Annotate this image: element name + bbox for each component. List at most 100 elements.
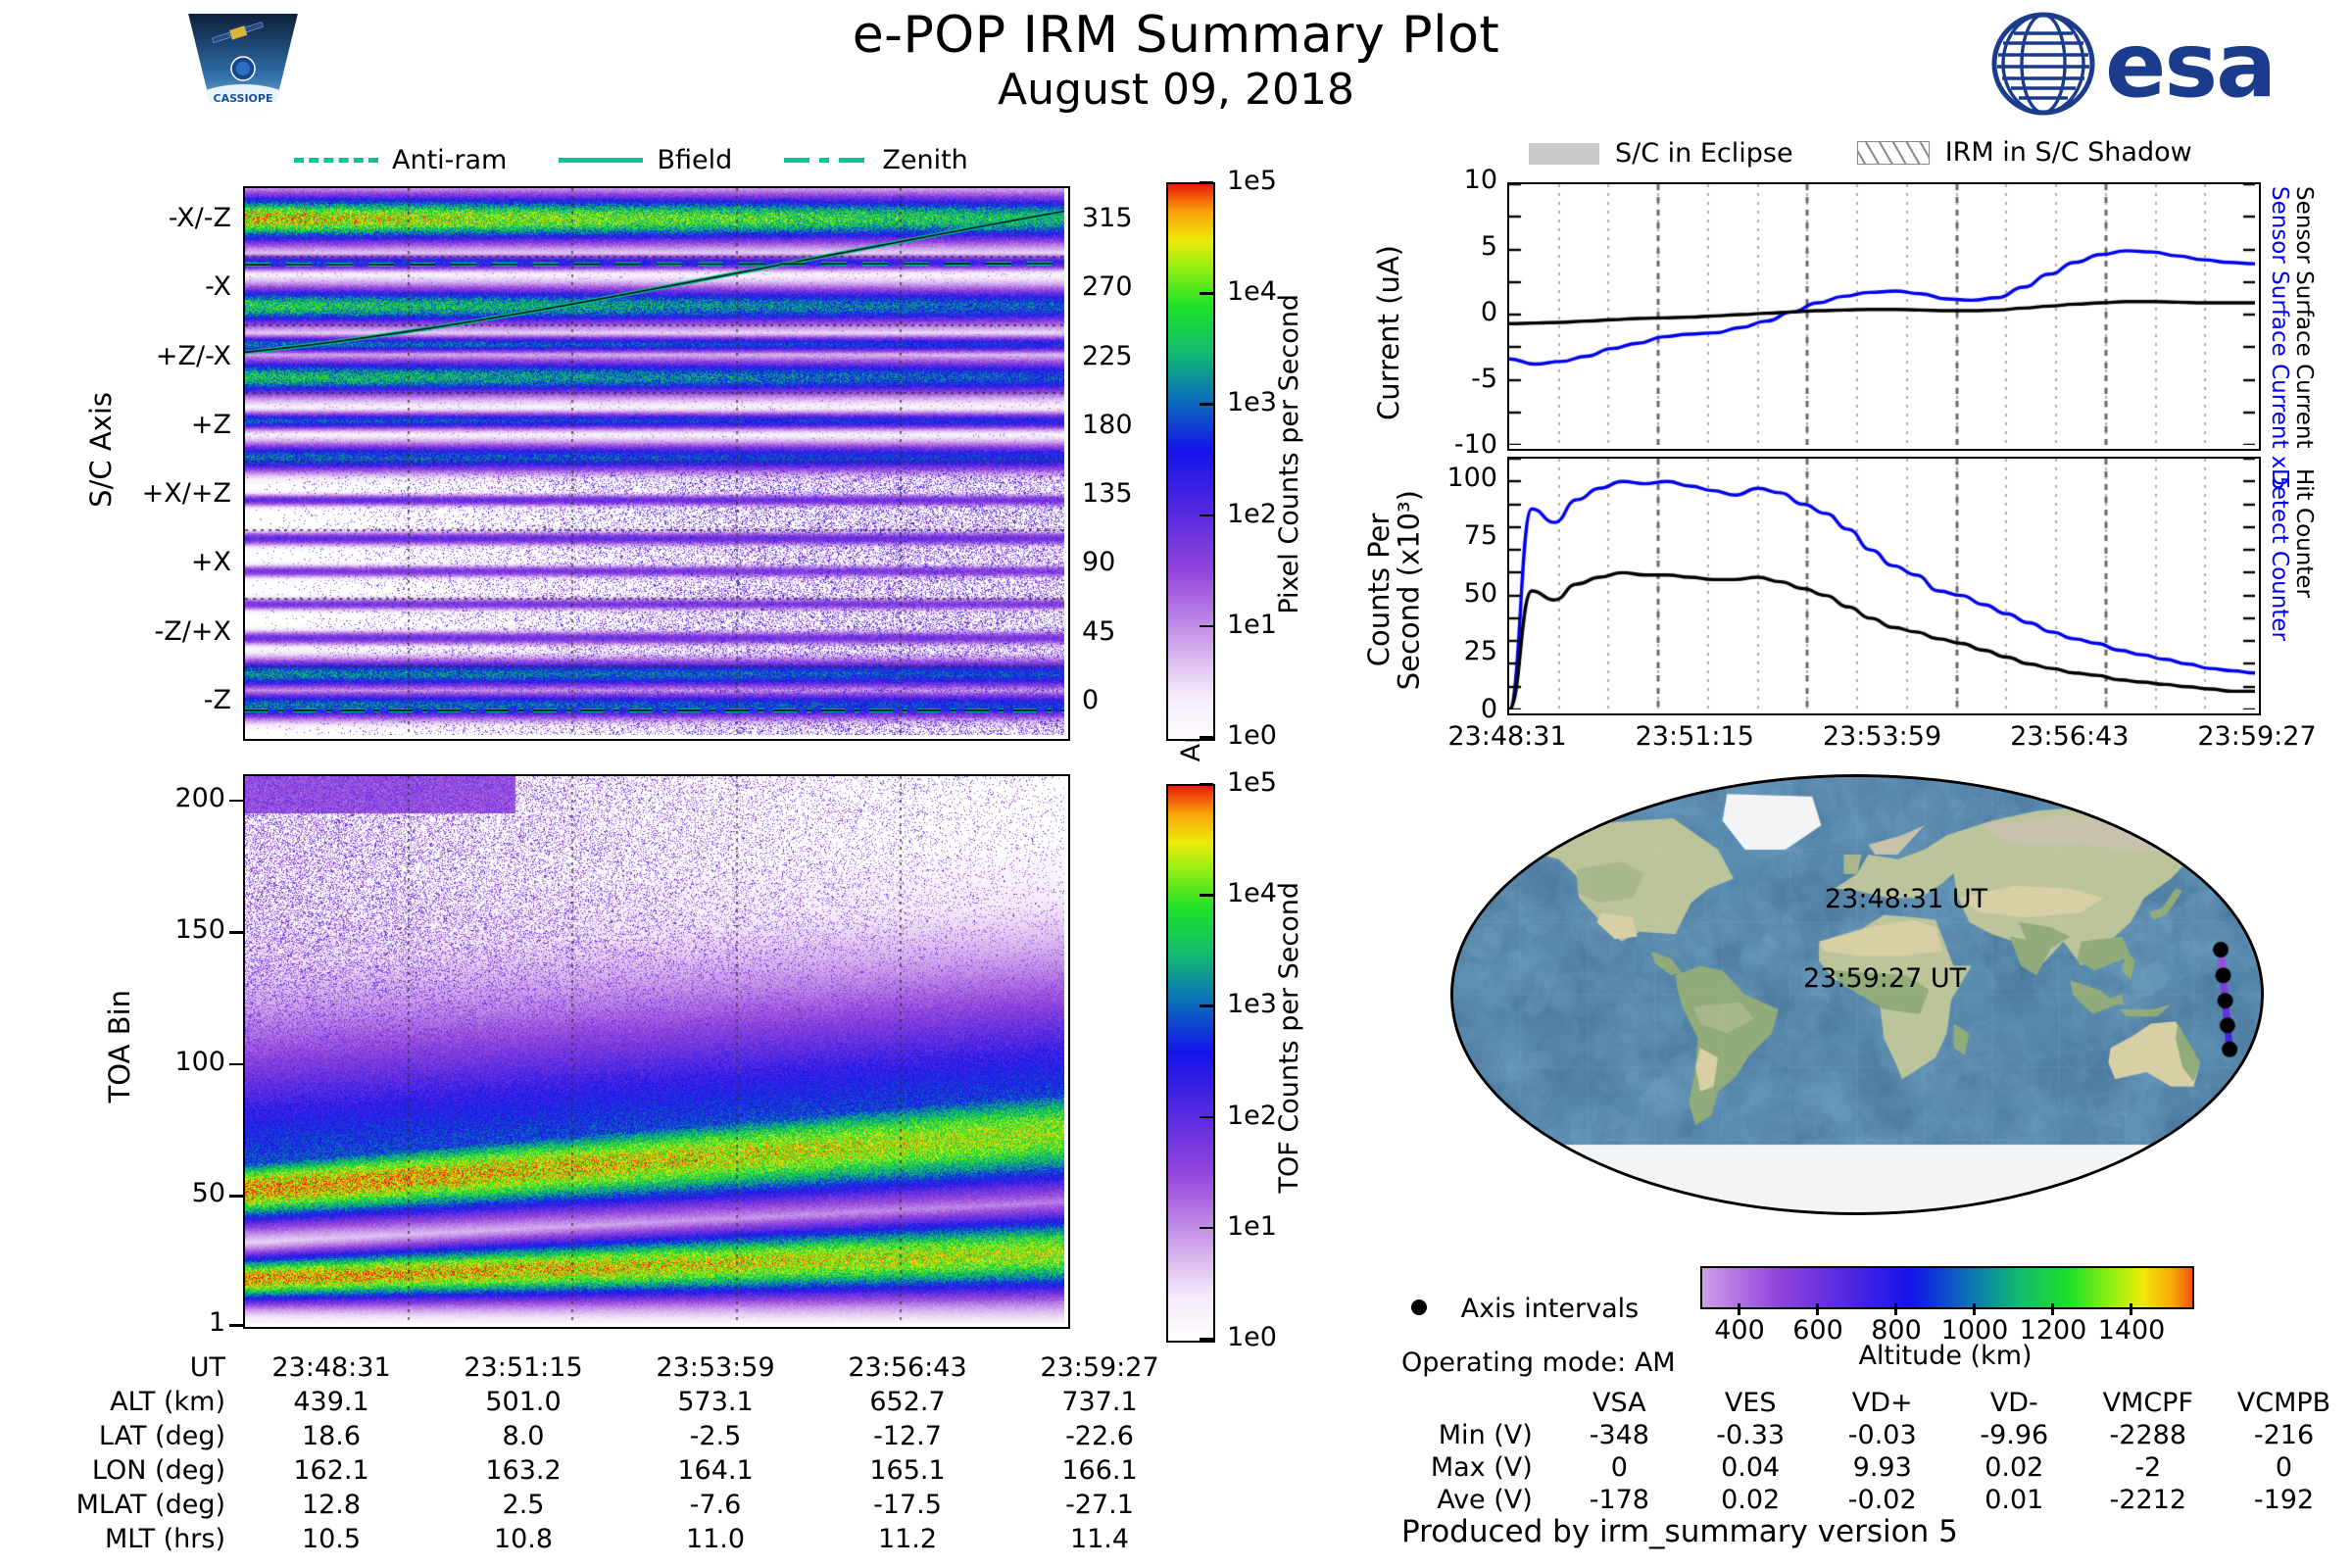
ephemeris-cell: 166.1 <box>1061 1455 1138 1486</box>
voltage-cell: -2212 <box>2109 1485 2187 1515</box>
page-subtitle-date: August 09, 2018 <box>998 65 1354 115</box>
page-title: e-POP IRM Summary Plot <box>852 6 1500 65</box>
ephemeris-row-label: UT <box>189 1352 225 1383</box>
colorbar-tick-mark <box>1200 1226 1213 1230</box>
voltage-cell: -216 <box>2253 1420 2315 1450</box>
svg-text:esa: esa <box>2105 13 2275 118</box>
altitude-tick-mark <box>2051 1303 2054 1315</box>
eclipse-shadow-legend: S/C in Eclipse IRM in S/C Shadow <box>1529 137 2293 171</box>
counts-x-tick: 23:48:31 <box>1447 721 1567 752</box>
voltage-cell: -192 <box>2253 1485 2315 1515</box>
cassiope-mission-patch-icon: CASSIOPE <box>178 8 308 129</box>
voltage-summary-table: VSA VES VD+ VD- VMCPF VCMPB Min (V) -348 -0.33 -… <box>1401 1387 2352 1516</box>
spectrogram-top-plot[interactable] <box>243 186 1070 741</box>
ephemeris-row-label: ALT (km) <box>110 1387 225 1417</box>
colorbar-tick-label: 1e1 <box>1227 1210 1277 1242</box>
legend-item-zenith: Zenith <box>784 145 968 175</box>
spectrogram-bottom-tick-mark <box>229 931 243 934</box>
voltage-column-header: VSA <box>1592 1388 1646 1418</box>
ephemeris-row: MLT (hrs) 10.5 10.8 11.0 11.2 11.4 <box>39 1522 1196 1556</box>
ephemeris-cell: 652.7 <box>869 1387 946 1417</box>
colorbar-tick-mark <box>1200 403 1213 406</box>
ephemeris-cell: 2.5 <box>502 1490 545 1520</box>
altitude-tick-label: 800 <box>1871 1315 1922 1346</box>
current-right-label-blue: Sensor Surface Current x 5 <box>2267 186 2292 491</box>
counts-x-tick: 23:51:15 <box>1635 721 1754 752</box>
ephemeris-cell: 10.8 <box>493 1524 554 1554</box>
altitude-tick-mark <box>1738 1303 1740 1315</box>
colorbar-tick-mark <box>1200 736 1213 739</box>
spectrogram-bottom-tick: 100 <box>174 1046 225 1077</box>
legend-label-bfield: Bfield <box>657 145 733 175</box>
spectrogram-top-right-tick: 180 <box>1082 409 1133 440</box>
ephemeris-cell: -2.5 <box>689 1421 742 1451</box>
colorbar-tick-mark <box>1200 1115 1213 1119</box>
spectrogram-top-left-tick: +Z <box>190 409 231 440</box>
ephemeris-cell: 573.1 <box>677 1387 754 1417</box>
operating-mode-text: Operating mode: AM <box>1401 1348 1676 1378</box>
voltage-row-label: Ave (V) <box>1437 1485 1533 1515</box>
colorbar-tick-mark <box>1200 514 1213 517</box>
altitude-tick-mark <box>1894 1303 1897 1315</box>
ephemeris-cell: 12.8 <box>301 1490 362 1520</box>
altitude-tick-label: 600 <box>1792 1315 1843 1346</box>
current-panel-ylabel: Current (uA) <box>1372 245 1405 420</box>
spectrogram-bottom-plot[interactable] <box>243 774 1070 1329</box>
voltage-cell: -2288 <box>2109 1420 2187 1450</box>
ephemeris-cell: 737.1 <box>1061 1387 1138 1417</box>
map-start-time-label: 23:48:31 UT <box>1825 884 1988 914</box>
colorbar-tick-label: 1e1 <box>1227 609 1277 640</box>
esa-logo: esa <box>1989 10 2313 118</box>
legend-item-sc-eclipse: S/C in Eclipse <box>1529 138 1793 169</box>
voltage-cell: 0.01 <box>1984 1485 2044 1515</box>
ephemeris-cell: 10.5 <box>301 1524 362 1554</box>
counts-y-tick: 50 <box>1463 577 1497 609</box>
altitude-tick-label: 1400 <box>2097 1315 2166 1346</box>
ephemeris-row-label: LAT (deg) <box>98 1421 225 1451</box>
voltage-cell: -2 <box>2134 1452 2162 1483</box>
voltage-row-label: Max (V) <box>1430 1452 1533 1483</box>
current-panel-plot[interactable] <box>1507 182 2261 451</box>
ephemeris-row: MLAT (deg) 12.8 2.5 -7.6 -17.5 -27.1 <box>39 1488 1196 1522</box>
spectrogram-bottom-tick-mark <box>229 1062 243 1066</box>
ephemeris-row: UT 23:48:31 23:51:15 23:53:59 23:56:43 23:59:… <box>39 1350 1196 1385</box>
altitude-tick-mark <box>2130 1303 2132 1315</box>
voltage-cell: -178 <box>1589 1485 1649 1515</box>
counts-right-label-black: Hit Counter <box>2291 468 2317 598</box>
spectrogram-top-left-tick: -X <box>205 271 231 303</box>
ephemeris-cell: 11.4 <box>1069 1524 1130 1554</box>
ephemeris-cell: 23:56:43 <box>848 1352 967 1383</box>
colorbar-tick-mark <box>1200 783 1213 786</box>
bfield-line-swatch <box>559 158 644 163</box>
counts-panel-plot[interactable] <box>1507 457 2261 715</box>
spectrogram-top-right-tick: 315 <box>1082 203 1133 234</box>
axis-intervals-legend: Axis intervals <box>1411 1294 1639 1324</box>
spectrogram-bottom-tick: 50 <box>191 1178 225 1209</box>
spectrogram-bottom-tick-mark <box>229 1195 243 1198</box>
world-map-canvas <box>1453 777 2261 1212</box>
altitude-tick-mark <box>1973 1303 1976 1315</box>
altitude-colorbar-label: Altitude (km) <box>1858 1341 2033 1371</box>
voltage-row: Min (V) -348 -0.33 -0.03 -9.96 -2288 -216 <box>1401 1419 2352 1451</box>
ephemeris-cell: 11.2 <box>877 1524 938 1554</box>
ephemeris-cell: 164.1 <box>677 1455 754 1486</box>
colorbar-tick-mark <box>1200 292 1213 295</box>
colorbar-tick-label: 1e3 <box>1227 387 1277 418</box>
counts-panel-canvas <box>1509 459 2255 710</box>
pixel-counts-colorbar-label: Pixel Counts per Second <box>1274 294 1304 614</box>
ephemeris-cell: 439.1 <box>293 1387 369 1417</box>
spectrogram-bottom-tick-mark <box>229 799 243 803</box>
ground-track-map[interactable]: 23:48:31 UT 23:59:27 UT <box>1450 774 2264 1215</box>
spectrogram-top-right-tick: 45 <box>1082 615 1116 647</box>
voltage-cell: 0.02 <box>1984 1452 2044 1483</box>
current-y-tick: 5 <box>1480 230 1497 262</box>
axis-intervals-label: Axis intervals <box>1460 1294 1640 1324</box>
colorbar-tick-mark <box>1200 181 1213 184</box>
map-end-time-label: 23:59:27 UT <box>1803 963 1967 994</box>
ephemeris-row-label: LON (deg) <box>91 1455 225 1486</box>
spectrogram-top-right-tick: 225 <box>1082 340 1133 371</box>
current-right-label-black: Sensor Surface Current <box>2291 186 2317 449</box>
current-panel-canvas <box>1509 184 2255 445</box>
legend-label-anti-ram: Anti-ram <box>392 145 508 175</box>
voltage-cell: -0.03 <box>1847 1420 1917 1450</box>
